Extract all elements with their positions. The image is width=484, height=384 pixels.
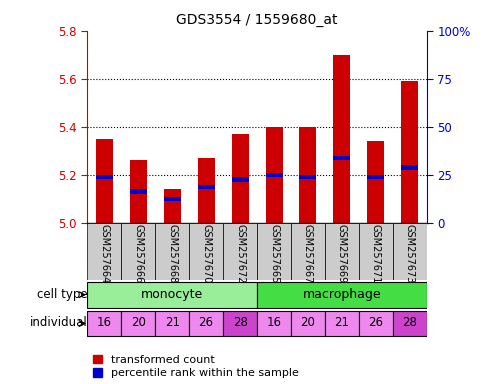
- Bar: [400, 81, 417, 223]
- Text: 20: 20: [300, 316, 315, 329]
- Bar: [366, 141, 383, 223]
- Bar: [358, 223, 392, 280]
- Bar: [400, 166, 417, 170]
- Bar: [223, 311, 257, 336]
- Bar: [129, 189, 146, 194]
- Text: cell type: cell type: [37, 288, 87, 301]
- Bar: [95, 139, 112, 223]
- Bar: [87, 223, 121, 280]
- Text: 26: 26: [198, 316, 213, 329]
- Bar: [231, 177, 248, 182]
- Text: GSM257671: GSM257671: [370, 224, 380, 283]
- Bar: [265, 127, 282, 223]
- Bar: [333, 156, 349, 160]
- Bar: [189, 311, 223, 336]
- Bar: [95, 175, 112, 179]
- Legend: transformed count, percentile rank within the sample: transformed count, percentile rank withi…: [92, 355, 298, 379]
- Bar: [257, 223, 290, 280]
- Text: 28: 28: [232, 316, 247, 329]
- Text: 21: 21: [165, 316, 179, 329]
- Bar: [324, 311, 358, 336]
- Bar: [265, 172, 282, 177]
- Text: GSM257666: GSM257666: [133, 224, 143, 283]
- Bar: [197, 185, 214, 189]
- Text: 21: 21: [334, 316, 348, 329]
- Text: 26: 26: [368, 316, 382, 329]
- Text: monocyte: monocyte: [141, 288, 203, 301]
- Text: GSM257668: GSM257668: [167, 224, 177, 283]
- Bar: [392, 223, 426, 280]
- Bar: [197, 158, 214, 223]
- Bar: [121, 223, 155, 280]
- Text: GSM257665: GSM257665: [269, 224, 278, 283]
- Bar: [87, 311, 121, 336]
- Bar: [366, 175, 383, 179]
- Bar: [163, 189, 180, 223]
- Text: GSM257667: GSM257667: [302, 224, 312, 283]
- Text: macrophage: macrophage: [302, 288, 380, 301]
- Text: GSM257672: GSM257672: [235, 224, 244, 283]
- Bar: [87, 282, 257, 308]
- Bar: [189, 223, 223, 280]
- Text: GSM257670: GSM257670: [201, 224, 211, 283]
- Text: 16: 16: [266, 316, 281, 329]
- Title: GDS3554 / 1559680_at: GDS3554 / 1559680_at: [176, 13, 337, 27]
- Bar: [290, 223, 324, 280]
- Text: 16: 16: [97, 316, 111, 329]
- Text: 20: 20: [131, 316, 145, 329]
- Text: individual: individual: [30, 316, 87, 329]
- Text: GSM257664: GSM257664: [99, 224, 109, 283]
- Bar: [358, 311, 392, 336]
- Bar: [290, 311, 324, 336]
- Bar: [299, 175, 316, 179]
- Bar: [129, 161, 146, 223]
- Text: 28: 28: [402, 316, 416, 329]
- Bar: [392, 311, 426, 336]
- Bar: [299, 127, 316, 223]
- Text: GSM257673: GSM257673: [404, 224, 414, 283]
- Bar: [257, 311, 290, 336]
- Bar: [163, 197, 180, 201]
- Bar: [155, 223, 189, 280]
- Bar: [155, 311, 189, 336]
- Bar: [231, 134, 248, 223]
- Bar: [333, 55, 349, 223]
- Bar: [257, 282, 426, 308]
- Text: GSM257669: GSM257669: [336, 224, 346, 283]
- Bar: [121, 311, 155, 336]
- Bar: [324, 223, 358, 280]
- Bar: [223, 223, 257, 280]
